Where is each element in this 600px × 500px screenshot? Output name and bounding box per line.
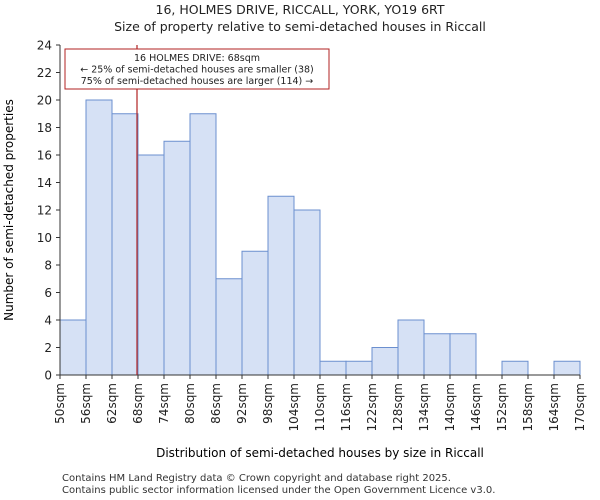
bar	[59, 319, 87, 376]
marker-group: 16 HOLMES DRIVE: 68sqm← 25% of semi-deta…	[64, 45, 330, 375]
x-tick-label: 104sqm	[287, 383, 301, 431]
x-tick-label: 134sqm	[417, 383, 431, 431]
y-tick-label: 4	[44, 314, 52, 328]
x-tick-label: 158sqm	[521, 383, 535, 431]
bar	[423, 333, 451, 376]
x-tick-label: 146sqm	[469, 383, 483, 431]
x-tick-label: 116sqm	[339, 383, 353, 431]
annotation-line-1: 16 HOLMES DRIVE: 68sqm	[134, 53, 260, 64]
y-tick-label: 10	[37, 231, 52, 245]
bar	[163, 140, 191, 376]
x-tick-label: 140sqm	[443, 383, 457, 431]
x-tick-label: 62sqm	[105, 383, 119, 424]
x-tick-label: 170sqm	[573, 383, 587, 431]
y-tick-label: 16	[37, 149, 52, 163]
x-tick-label: 92sqm	[235, 383, 249, 424]
x-tick-label: 56sqm	[79, 383, 93, 424]
x-tick-label: 110sqm	[313, 383, 327, 431]
annotation-line-2: ← 25% of semi-detached houses are smalle…	[80, 65, 314, 76]
bar	[85, 99, 113, 376]
footer-line-2: Contains public sector information licen…	[62, 485, 496, 496]
bar	[293, 209, 321, 376]
x-tick-label: 74sqm	[157, 383, 171, 424]
bar	[345, 360, 373, 376]
y-axis-label: Number of semi-detached properties	[2, 99, 16, 321]
y-tick-label: 14	[37, 176, 52, 190]
bars-group	[59, 99, 581, 376]
y-tick-label: 18	[37, 121, 52, 135]
bar	[267, 195, 295, 376]
y-tick-label: 20	[37, 94, 52, 108]
bar	[501, 360, 529, 376]
y-tick-label: 0	[44, 369, 52, 383]
y-tick-label: 8	[44, 259, 52, 273]
bar	[397, 319, 425, 376]
bar	[137, 154, 165, 376]
bar	[189, 113, 217, 376]
bar	[111, 113, 139, 376]
y-tick-label: 6	[44, 286, 52, 300]
bar	[241, 250, 269, 376]
bar	[215, 278, 243, 376]
bar	[449, 333, 477, 376]
y-tick-label: 12	[37, 204, 52, 218]
x-tick-label: 128sqm	[391, 383, 405, 431]
x-tick-label: 152sqm	[495, 383, 509, 431]
chart-subtitle: Size of property relative to semi-detach…	[114, 19, 486, 34]
footer-line-1: Contains HM Land Registry data © Crown c…	[62, 473, 451, 484]
annotation-line-3: 75% of semi-detached houses are larger (…	[81, 76, 314, 87]
x-tick-label: 50sqm	[53, 383, 67, 424]
y-tick-label: 2	[44, 341, 52, 355]
x-tick-label: 98sqm	[261, 383, 275, 424]
bar	[319, 360, 347, 376]
x-tick-label: 164sqm	[547, 383, 561, 431]
x-tick-label: 80sqm	[183, 383, 197, 424]
x-tick-label: 68sqm	[131, 383, 145, 424]
x-axis-label: Distribution of semi-detached houses by …	[156, 446, 484, 460]
chart-title: 16, HOLMES DRIVE, RICCALL, YORK, YO19 6R…	[155, 2, 445, 17]
annotation-box	[64, 48, 330, 90]
x-tick-label: 86sqm	[209, 383, 223, 424]
y-tick-label: 22	[37, 66, 52, 80]
bar	[553, 360, 581, 376]
y-tick-label: 24	[37, 39, 52, 53]
bar	[371, 347, 399, 376]
x-tick-label: 122sqm	[365, 383, 379, 431]
